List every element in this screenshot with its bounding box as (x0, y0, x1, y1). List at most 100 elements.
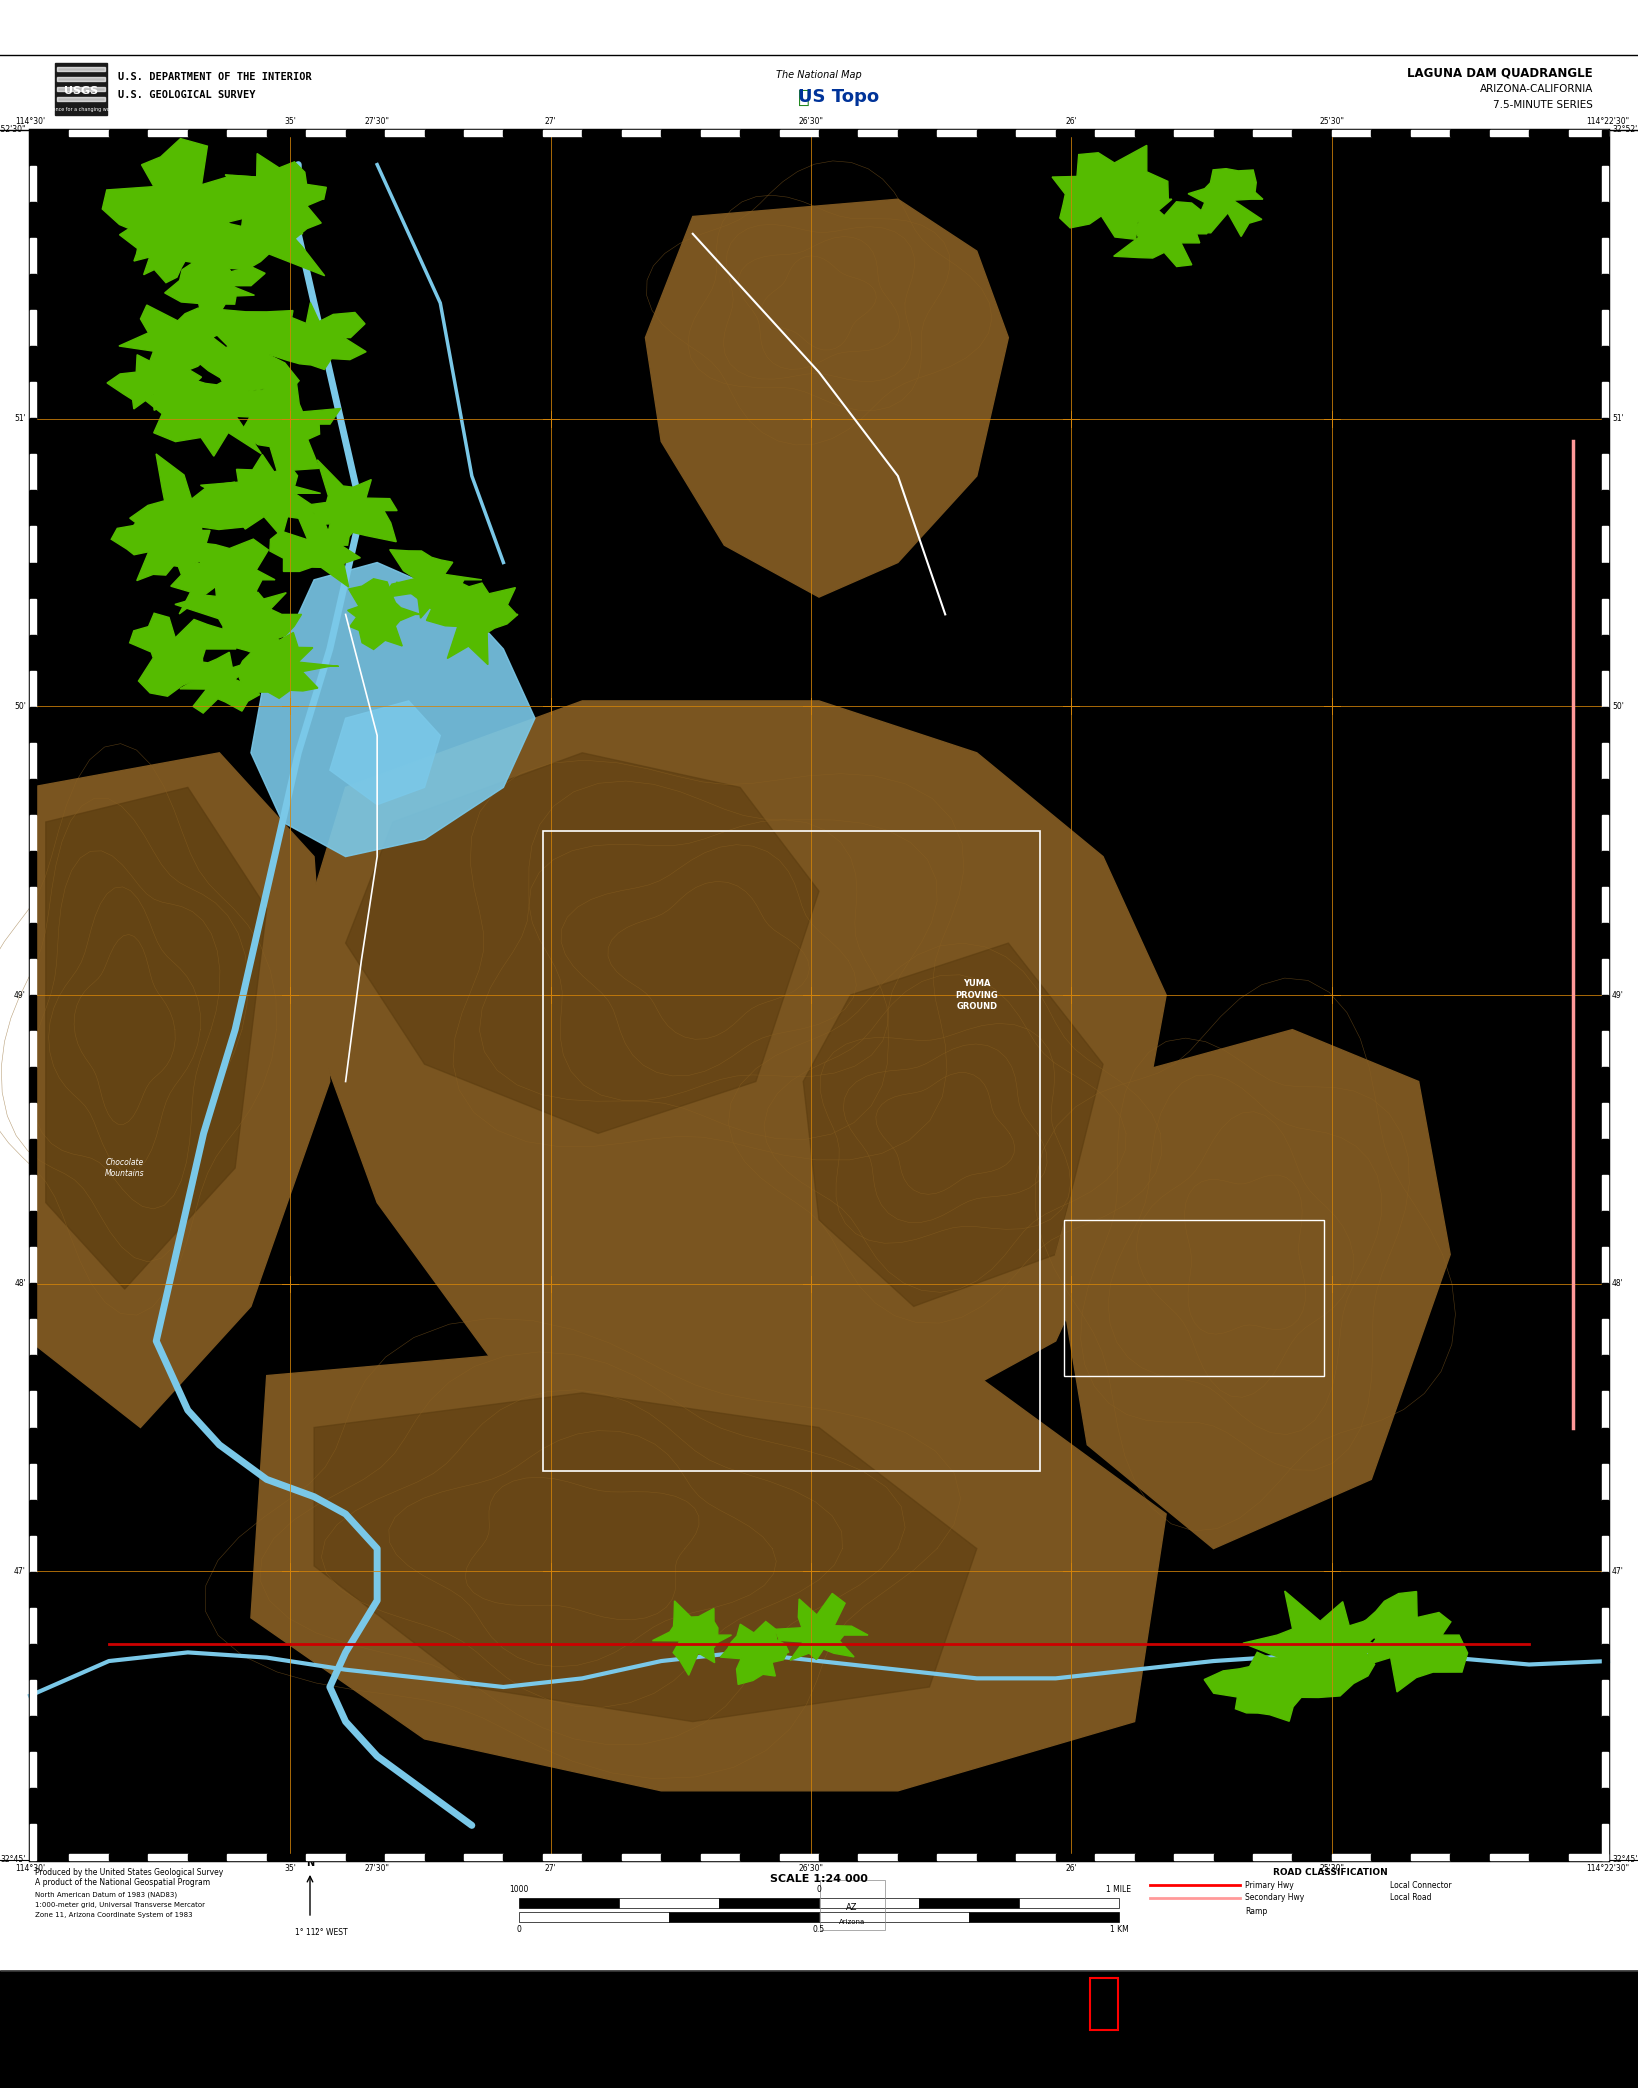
Bar (29, 1247, 36, 1284)
Bar (503, 129, 542, 136)
Bar (858, 129, 898, 136)
Bar (29, 1284, 36, 1320)
Polygon shape (645, 198, 1009, 597)
Bar (1602, 1102, 1609, 1140)
Bar (1602, 1825, 1609, 1860)
Polygon shape (120, 217, 197, 282)
Bar (819, 129, 858, 136)
Bar (29, 1643, 36, 1679)
Text: The National Map: The National Map (776, 71, 862, 79)
Text: science for a changing world: science for a changing world (46, 106, 116, 113)
Bar (228, 1854, 267, 1860)
Text: Primary Hwy: Primary Hwy (1245, 1881, 1294, 1890)
Polygon shape (46, 787, 267, 1288)
Bar (1174, 129, 1214, 136)
Text: ⌖: ⌖ (798, 88, 809, 106)
Bar (970, 1913, 1119, 1921)
Text: 1000: 1000 (509, 1885, 529, 1894)
Bar (29, 1320, 36, 1355)
Bar (821, 1879, 885, 1929)
Bar (29, 347, 36, 382)
Bar (1602, 238, 1609, 274)
Text: US Topo: US Topo (798, 88, 880, 106)
Bar (1602, 1391, 1609, 1428)
Bar (29, 129, 36, 167)
Bar (1450, 1854, 1489, 1860)
Bar (1602, 1247, 1609, 1284)
Bar (464, 129, 503, 136)
Bar (267, 1854, 306, 1860)
Polygon shape (1114, 200, 1207, 267)
Bar (149, 129, 188, 136)
Bar (1292, 1854, 1332, 1860)
Text: 114°22'30": 114°22'30" (1587, 117, 1630, 125)
Bar (1602, 635, 1609, 670)
Polygon shape (396, 578, 518, 664)
Bar (1214, 129, 1253, 136)
Text: 26'30": 26'30" (799, 1865, 824, 1873)
Text: Arizona: Arizona (839, 1919, 865, 1925)
Bar (1602, 129, 1609, 167)
Bar (29, 743, 36, 779)
Text: 47': 47' (1612, 1566, 1623, 1576)
Bar (267, 129, 306, 136)
Text: U.S. GEOLOGICAL SURVEY: U.S. GEOLOGICAL SURVEY (118, 90, 256, 100)
Bar (1602, 1464, 1609, 1499)
Bar (1602, 167, 1609, 203)
Bar (1016, 1854, 1057, 1860)
Bar (740, 129, 780, 136)
Polygon shape (29, 754, 329, 1428)
Bar (29, 1391, 36, 1428)
Text: 26': 26' (1066, 117, 1078, 125)
Bar (1602, 1716, 1609, 1752)
Bar (29, 526, 36, 562)
Bar (1016, 129, 1057, 136)
Bar (1602, 1211, 1609, 1247)
Text: Zone 11, Arizona Coordinate System of 1983: Zone 11, Arizona Coordinate System of 19… (34, 1913, 193, 1919)
Bar (29, 274, 36, 311)
Bar (29, 779, 36, 814)
Bar (1489, 1854, 1530, 1860)
Bar (464, 1854, 503, 1860)
Bar (29, 958, 36, 996)
Bar (188, 129, 228, 136)
Bar (519, 1913, 668, 1921)
Text: ARIZONA-CALIFORNIA: ARIZONA-CALIFORNIA (1479, 84, 1594, 94)
Bar (622, 129, 662, 136)
Bar (424, 1854, 464, 1860)
Polygon shape (170, 539, 275, 622)
Bar (740, 1854, 780, 1860)
Polygon shape (1204, 1652, 1301, 1721)
Bar (1332, 1854, 1371, 1860)
Bar (424, 129, 464, 136)
Bar (29, 996, 36, 1031)
Polygon shape (1052, 146, 1171, 240)
Text: 50': 50' (1612, 702, 1623, 710)
Bar (1602, 599, 1609, 635)
Polygon shape (185, 194, 324, 276)
Bar (1371, 129, 1410, 136)
Text: North American Datum of 1983 (NAD83): North American Datum of 1983 (NAD83) (34, 1892, 177, 1898)
Text: 25'30": 25'30" (1319, 117, 1345, 125)
Bar (29, 1176, 36, 1211)
Bar (385, 129, 424, 136)
Polygon shape (129, 453, 247, 568)
Text: 27': 27' (545, 117, 557, 125)
Text: 49': 49' (1612, 990, 1623, 1000)
Bar (619, 1898, 719, 1908)
Bar (542, 129, 581, 136)
Text: 32°52'30": 32°52'30" (1612, 125, 1638, 134)
Bar (1602, 743, 1609, 779)
Bar (542, 831, 1040, 1470)
Text: 27'30": 27'30" (365, 1865, 390, 1873)
Bar (1602, 958, 1609, 996)
Bar (29, 1464, 36, 1499)
Bar (542, 1854, 581, 1860)
Bar (346, 1854, 385, 1860)
Bar (29, 670, 36, 706)
Text: 32°45': 32°45' (1612, 1856, 1638, 1865)
Polygon shape (652, 1601, 732, 1675)
Bar (1602, 1752, 1609, 1787)
Bar (937, 129, 976, 136)
Bar (719, 1898, 819, 1908)
